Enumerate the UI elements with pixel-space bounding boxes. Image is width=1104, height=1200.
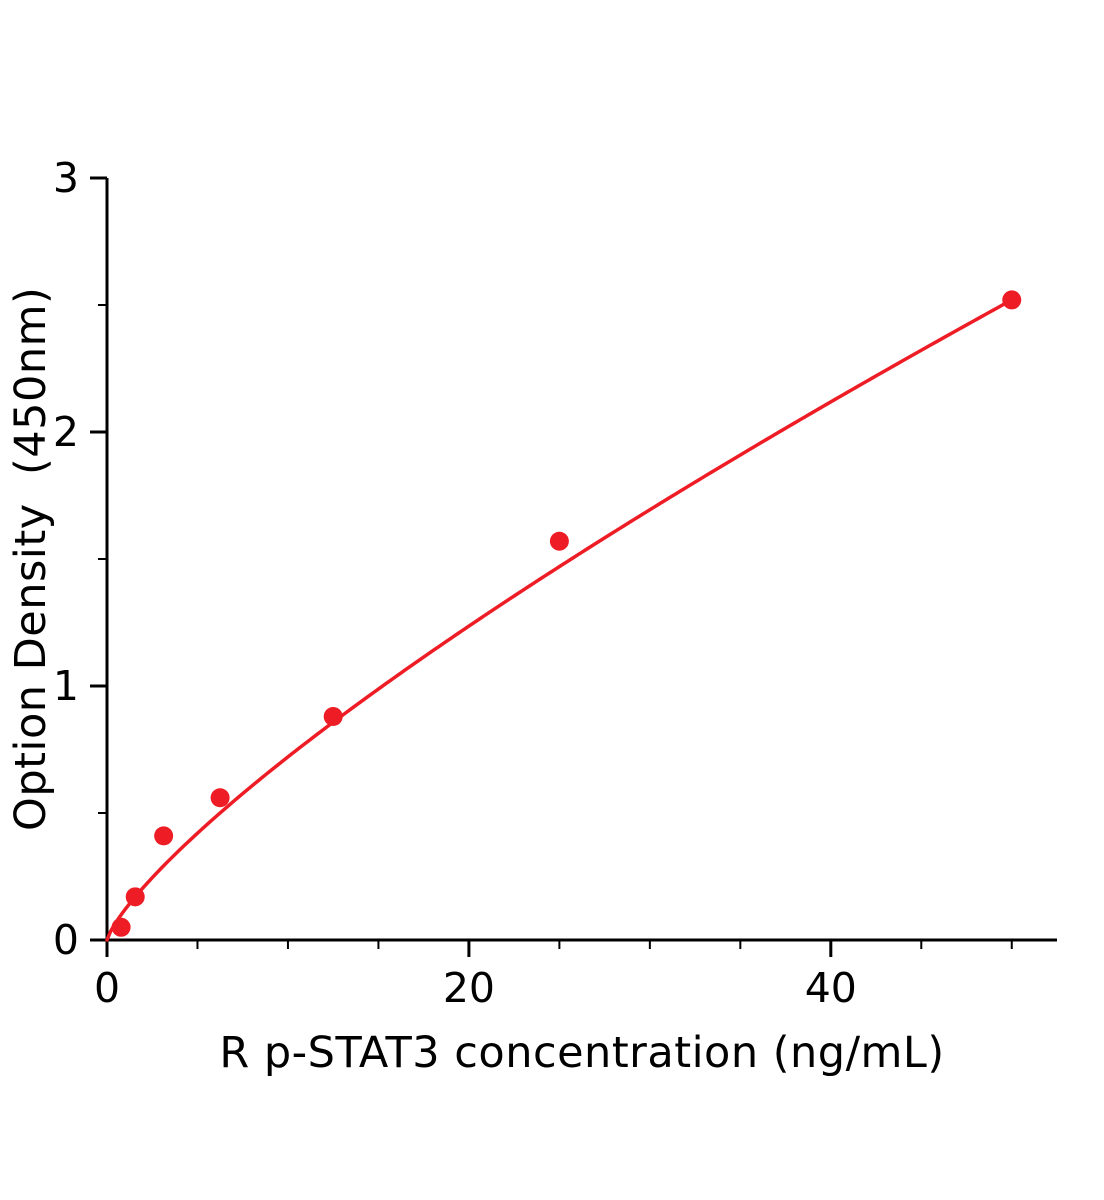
- data-point: [125, 887, 145, 907]
- y-tick-label: 2: [53, 408, 79, 456]
- x-tick-label: 0: [94, 964, 120, 1012]
- x-tick-label: 20: [443, 964, 495, 1012]
- axis-lines: [105, 178, 1057, 942]
- y-axis-title: Option Density (450nm): [6, 286, 56, 832]
- y-tick-label: 1: [53, 662, 79, 710]
- fit-curve: [105, 298, 1014, 942]
- data-point: [1002, 290, 1022, 310]
- x-axis: 0 20 40: [94, 940, 1013, 1012]
- y-tick-label: 3: [53, 154, 79, 202]
- data-point: [549, 531, 569, 551]
- data-point: [323, 706, 343, 726]
- y-axis: 0 1 2 3: [53, 154, 107, 964]
- data-points: [111, 290, 1022, 937]
- data-point: [210, 788, 230, 808]
- x-tick-label: 40: [805, 964, 857, 1012]
- data-point: [154, 826, 174, 846]
- y-tick-label: 0: [53, 916, 79, 964]
- data-point: [111, 917, 131, 937]
- x-axis-title: R p-STAT3 concentration (ng/mL): [219, 1028, 945, 1078]
